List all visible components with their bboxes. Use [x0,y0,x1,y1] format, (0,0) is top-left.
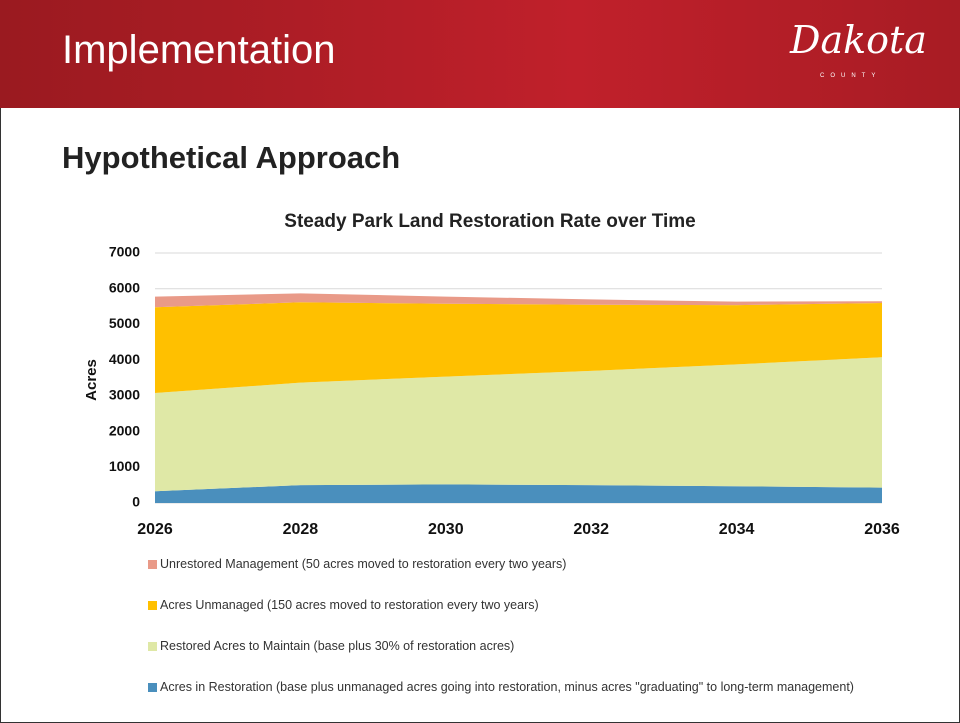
legend-item: Acres Unmanaged (150 acres moved to rest… [148,597,920,614]
legend-item: Acres in Restoration (base plus unmanage… [148,679,920,696]
x-tick-label: 2034 [719,521,755,538]
y-tick-label: 0 [132,494,140,510]
area [155,357,882,492]
legend-item: Unrestored Management (50 acres moved to… [148,556,920,573]
legend-swatch [148,642,157,651]
chart-title: Steady Park Land Restoration Rate over T… [284,211,695,232]
area [155,302,882,393]
y-tick-label: 2000 [109,422,140,438]
x-tick-label: 2028 [283,521,319,538]
y-tick-label: 6000 [109,279,140,295]
x-tick-label: 2026 [137,521,173,538]
legend-swatch [148,560,157,569]
legend-swatch [148,601,157,610]
slide-title: Implementation [62,28,336,72]
header: Implementation Dakota COUNTY [0,0,960,108]
x-tick-label: 2032 [573,521,609,538]
x-tick-label: 2036 [864,521,900,538]
y-tick-label: 3000 [109,387,140,403]
y-tick-label: 4000 [109,351,140,367]
logo: Dakota [790,18,927,62]
y-tick-label: 1000 [109,458,140,474]
legend-swatch [148,683,157,692]
legend-item: Restored Acres to Maintain (base plus 30… [148,638,920,655]
y-tick-label: 7000 [109,244,140,260]
legend-label: Unrestored Management (50 acres moved to… [160,557,567,571]
legend-label: Acres Unmanaged (150 acres moved to rest… [160,598,539,612]
x-tick-label: 2030 [428,521,464,538]
area [155,484,882,503]
y-axis-label: Acres [83,359,100,401]
area [155,293,882,308]
areas [155,293,882,503]
legend-label: Acres in Restoration (base plus unmanage… [160,680,854,694]
legend-label: Restored Acres to Maintain (base plus 30… [160,639,515,653]
y-tick-label: 5000 [109,315,140,331]
heading: Hypothetical Approach [62,140,401,175]
logo-sub: COUNTY [820,73,882,79]
